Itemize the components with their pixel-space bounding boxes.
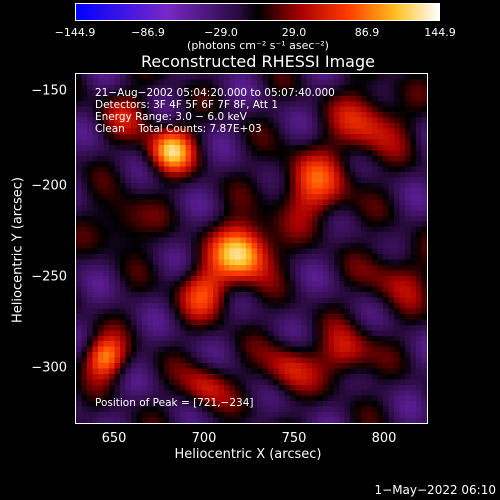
colorbar-tick: −144.9 [54, 26, 96, 39]
x-axis-label: Heliocentric X (arcsec) [174, 447, 322, 462]
colorbar [75, 3, 440, 21]
colorbar-tick: −86.9 [131, 26, 165, 39]
y-tick-label: −250 [31, 269, 67, 285]
colorbar-tick: −29.0 [204, 26, 238, 39]
x-tick-label: 700 [191, 431, 217, 446]
y-tick-label: −150 [31, 83, 67, 99]
colorbar-tick: 29.0 [281, 26, 307, 39]
info-energy-range: Energy Range: 3.0 − 6.0 keV [95, 111, 247, 123]
x-tick-label: 650 [101, 431, 127, 446]
x-tick-label: 750 [281, 431, 307, 446]
y-axis-label: Heliocentric Y (arcsec) [10, 177, 26, 323]
y-tick-label: −300 [31, 360, 67, 376]
image-plot-area[interactable] [75, 73, 428, 424]
y-tick-label: −200 [31, 178, 67, 194]
info-clean-counts: Clean Total Counts: 7.87E+03 [95, 123, 262, 135]
info-detectors: Detectors: 3F 4F 5F 6F 7F 8F, Att 1 [95, 99, 279, 111]
image-title: Reconstructed RHESSI Image [141, 52, 375, 71]
x-tick-label: 800 [371, 431, 397, 446]
colorbar-tick: 144.9 [424, 26, 456, 39]
info-peak-position: Position of Peak = [721,−234] [95, 397, 254, 409]
colorbar-tick: 86.9 [354, 26, 380, 39]
colorbar-units: (photons cm⁻² s⁻¹ asec⁻²) [187, 39, 329, 52]
info-time-range: 21−Aug−2002 05:04:20.000 to 05:07:40.000 [95, 87, 335, 99]
timestamp: 1−May−2022 06:10 [374, 483, 497, 497]
rhessi-image-heatmap [76, 74, 427, 423]
